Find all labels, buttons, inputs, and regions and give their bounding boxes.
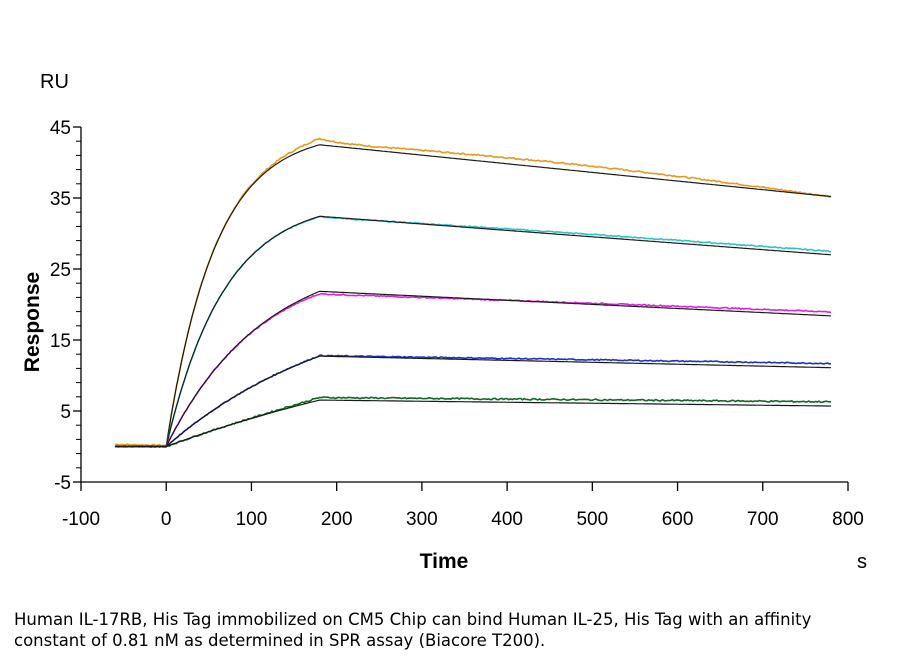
axes: -5 5 15 25 35 45 -100 0 100 200 300 400 500 600 700 800 [50,118,864,530]
x-axis-title: Time [420,550,469,573]
data-series-2 [115,215,831,448]
fit-series-3 [115,290,832,448]
data-series-3 [114,292,832,448]
y-tick-label: 35 [50,189,71,210]
x-axis-unit: s [857,551,867,573]
fit-series-1 [115,144,832,448]
y-tick-label: 45 [50,118,71,139]
x-tick-label: -100 [62,509,100,530]
x-tick-label: 0 [161,509,172,530]
fit-series-2 [115,215,832,448]
fit-series-4 [115,355,831,448]
spr-sensorgram-chart: -5 5 15 25 35 45 -100 0 100 200 300 400 500 600 700 800… [21,71,867,573]
y-tick-label: 15 [50,331,71,352]
y-tick-label: 25 [50,260,71,281]
x-tick-label: 200 [321,509,353,530]
y-tick-label: 5 [60,402,71,423]
figure-caption: Human IL-17RB, His Tag immobilized on CM… [14,610,812,650]
y-axis-title: Response [21,272,44,372]
x-tick-label: 500 [576,509,608,530]
x-tick-label: 400 [491,509,523,530]
sensorgram-curves [114,137,832,449]
x-tick-label: 300 [406,509,438,530]
y-tick-label: -5 [54,473,71,494]
x-tick-label: 700 [747,509,779,530]
x-tick-label: 600 [662,509,694,530]
fit-series-5 [115,399,831,448]
y-axis-unit: RU [40,71,69,93]
x-tick-label: 800 [832,509,864,530]
x-tick-label: 100 [236,509,268,530]
